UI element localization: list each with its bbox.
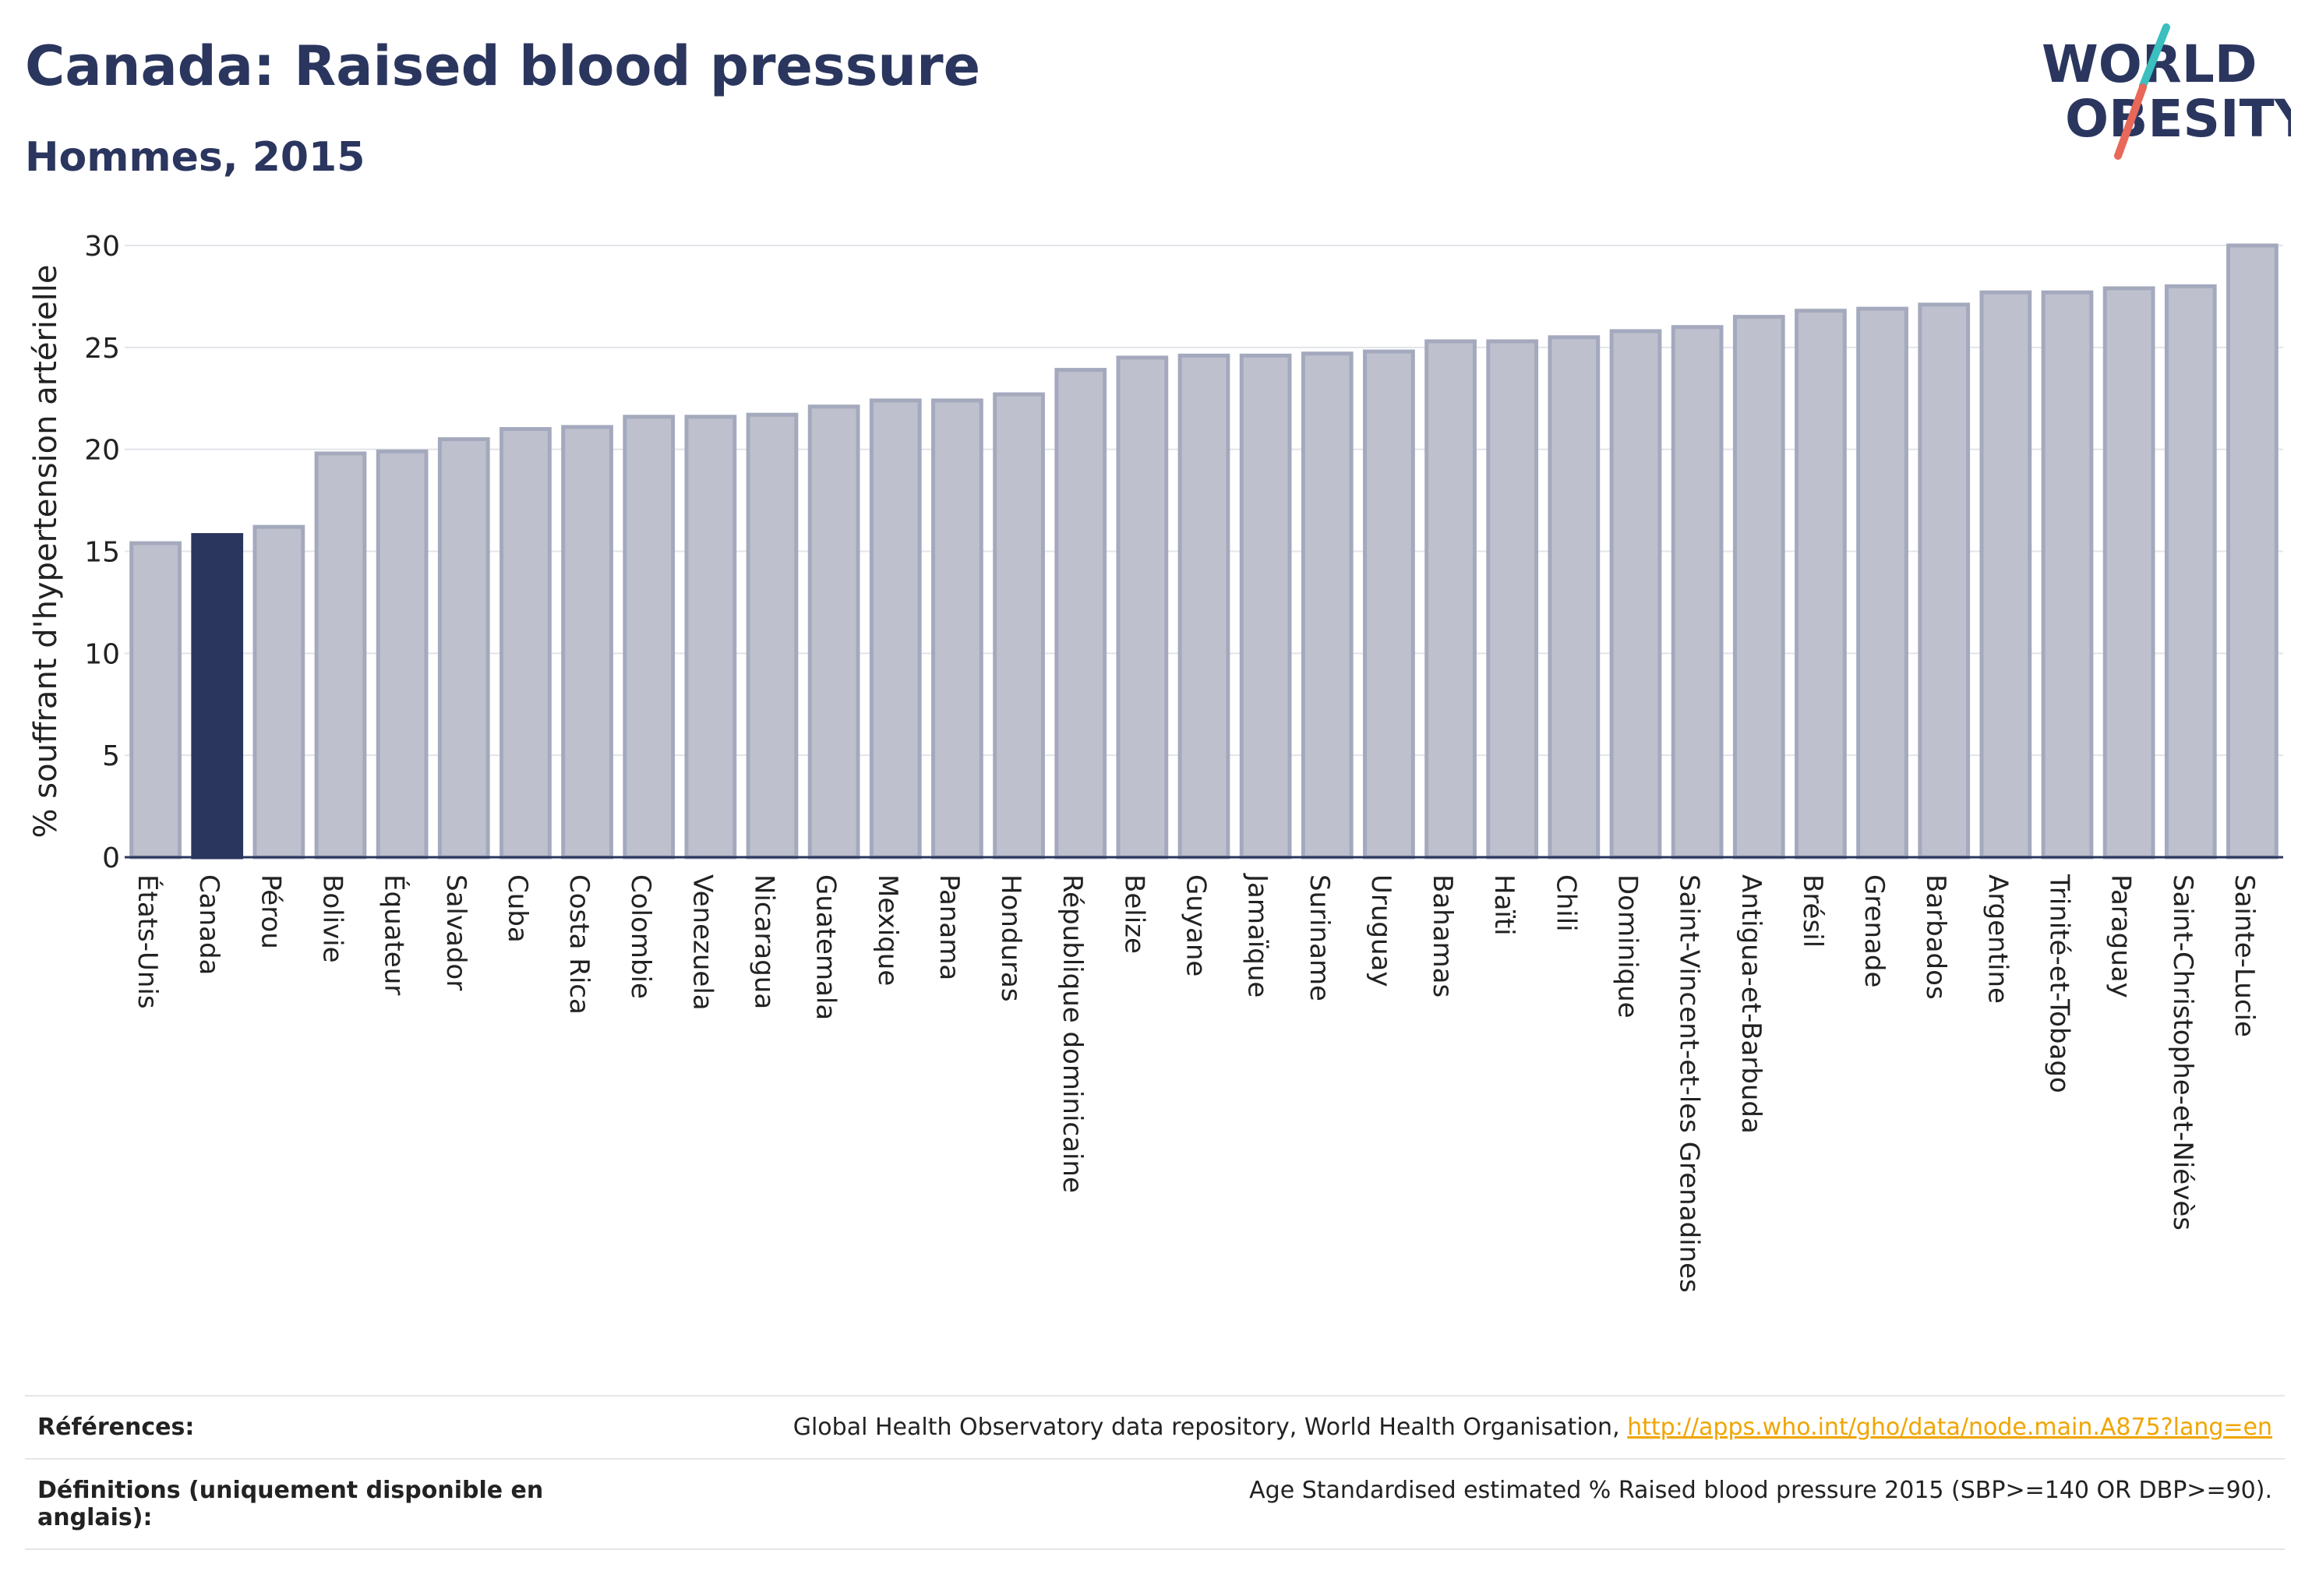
x-tick-label: Guatemala — [810, 874, 842, 1020]
y-tick-label: 25 — [84, 333, 120, 365]
chart-subtitle: Hommes, 2015 — [25, 134, 365, 181]
x-tick-label: République dominicaine — [1057, 874, 1088, 1193]
chart-title: Canada: Raised blood pressure — [25, 34, 981, 98]
references-value: Global Health Observatory data repositor… — [793, 1414, 2272, 1441]
bar-13 — [931, 398, 983, 860]
footnotes-table: Références: Global Health Observatory da… — [25, 1395, 2285, 1550]
bar-25 — [1671, 325, 1724, 860]
x-tick-label: Cuba — [502, 874, 533, 943]
bars — [129, 243, 2279, 860]
bar-6 — [499, 427, 552, 860]
bar-24 — [1609, 329, 1662, 860]
y-tick-labels: 0 5 10 15 20 25 30 — [84, 231, 120, 874]
bar-8 — [623, 415, 676, 860]
x-tick-label: Costa Rica — [563, 874, 595, 1015]
references-link[interactable]: http://apps.who.int/gho/data/node.main.A… — [1627, 1414, 2272, 1441]
bar-chart: 0 5 10 15 20 25 30 États-Unis Canada Pérou Bolivi… — [28, 231, 2283, 1293]
x-tick-label: Trinité-et-Tobago — [2044, 874, 2075, 1093]
bar-29 — [1918, 302, 1971, 860]
bar-18 — [1239, 353, 1292, 860]
x-tick-label: Saint-Vincent-et-les Grenadines — [1674, 874, 1705, 1293]
x-tick-label: Nicaragua — [749, 874, 780, 1009]
bar-2 — [252, 524, 305, 860]
x-tick-label: Chili — [1550, 874, 1581, 932]
x-tick-label: Sainte-Lucie — [2229, 874, 2260, 1037]
x-tick-label: Guyane — [1181, 874, 1212, 976]
y-axis-label: % souffrant d'hypertension artérielle — [28, 265, 64, 839]
bar-30 — [1979, 290, 2032, 860]
x-tick-label: Bolivie — [317, 874, 348, 963]
x-tick-label: Uruguay — [1365, 874, 1396, 987]
x-tick-label: Panama — [934, 874, 965, 980]
x-tick-label: Canada — [193, 874, 224, 975]
bar-16 — [1116, 355, 1169, 860]
y-tick-label: 20 — [84, 435, 120, 467]
bar-31 — [2041, 290, 2094, 860]
y-tick-label: 15 — [84, 537, 120, 569]
x-tick-label: Antigua-et-Barbuda — [1735, 874, 1767, 1134]
bar-3 — [314, 451, 367, 860]
x-tick-label: Mexique — [872, 874, 903, 986]
x-tick-label: Honduras — [995, 874, 1026, 1002]
y-tick-label: 10 — [84, 638, 120, 670]
bar-26 — [1732, 315, 1785, 860]
bar-9 — [684, 415, 737, 860]
x-tick-label: Bahamas — [1427, 874, 1458, 998]
x-tick-label: Saint-Christophe-et-Niévès — [2167, 874, 2198, 1231]
x-tick-label: Équateur — [379, 874, 411, 995]
bar-32 — [2102, 286, 2155, 860]
bar-34 — [2226, 243, 2279, 860]
world-obesity-logo: WORLD OBESITY — [2042, 23, 2291, 160]
x-tick-labels: États-Unis Canada Pérou Bolivie Équateur Salv… — [132, 873, 2260, 1293]
references-row: Références: Global Health Observatory da… — [25, 1395, 2285, 1458]
bar-10 — [746, 412, 799, 860]
definitions-row: Définitions (uniquement disponible en an… — [25, 1458, 2285, 1550]
bar-28 — [1856, 306, 1908, 860]
x-tick-label: Paraguay — [2106, 874, 2137, 998]
y-tick-label: 0 — [102, 842, 120, 874]
bar-7 — [561, 425, 613, 860]
x-tick-label: Colombie — [625, 874, 656, 999]
x-tick-label: Haïti — [1488, 874, 1520, 936]
x-tick-label: Dominique — [1612, 874, 1643, 1019]
bar-1 — [191, 533, 244, 860]
x-tick-label: Salvador — [440, 874, 471, 990]
bar-19 — [1301, 351, 1354, 860]
x-tick-label: Suriname — [1304, 874, 1335, 1001]
bar-14 — [993, 392, 1045, 860]
bar-11 — [807, 404, 860, 860]
references-text: Global Health Observatory data repositor… — [792, 1414, 1628, 1441]
bar-4 — [376, 449, 429, 860]
bar-12 — [869, 398, 922, 860]
x-tick-label: Grenade — [1858, 874, 1890, 987]
x-tick-label: Barbados — [1920, 874, 1951, 1000]
bar-22 — [1486, 339, 1539, 860]
bar-33 — [2164, 284, 2217, 860]
y-tick-label: 30 — [84, 231, 120, 263]
x-tick-label: Brésil — [1797, 874, 1828, 948]
references-label: Références: — [37, 1414, 195, 1441]
logo-slash-red — [2114, 83, 2147, 160]
x-tick-label: États-Unis — [132, 874, 164, 1009]
x-tick-label: Pérou — [255, 874, 286, 949]
logo-slash-teal — [2139, 23, 2170, 90]
bar-27 — [1795, 309, 1847, 860]
definitions-text: Age Standardised estimated % Raised bloo… — [1249, 1477, 2272, 1504]
x-tick-label: Argentine — [1982, 874, 2013, 1004]
bar-5 — [437, 437, 490, 860]
bar-23 — [1548, 335, 1601, 860]
bar-15 — [1054, 368, 1107, 860]
x-tick-label: Belize — [1118, 874, 1149, 954]
bar-0 — [129, 541, 182, 860]
definitions-label: Définitions (uniquement disponible en an… — [37, 1477, 544, 1531]
x-tick-label: Jamaïque — [1242, 873, 1273, 998]
bar-17 — [1177, 353, 1230, 860]
logo-text-obesity: OBESITY — [2065, 89, 2291, 149]
bar-21 — [1424, 339, 1477, 860]
bar-20 — [1363, 349, 1415, 860]
x-tick-label: Venezuela — [687, 874, 718, 1011]
y-tick-label: 5 — [102, 740, 120, 772]
